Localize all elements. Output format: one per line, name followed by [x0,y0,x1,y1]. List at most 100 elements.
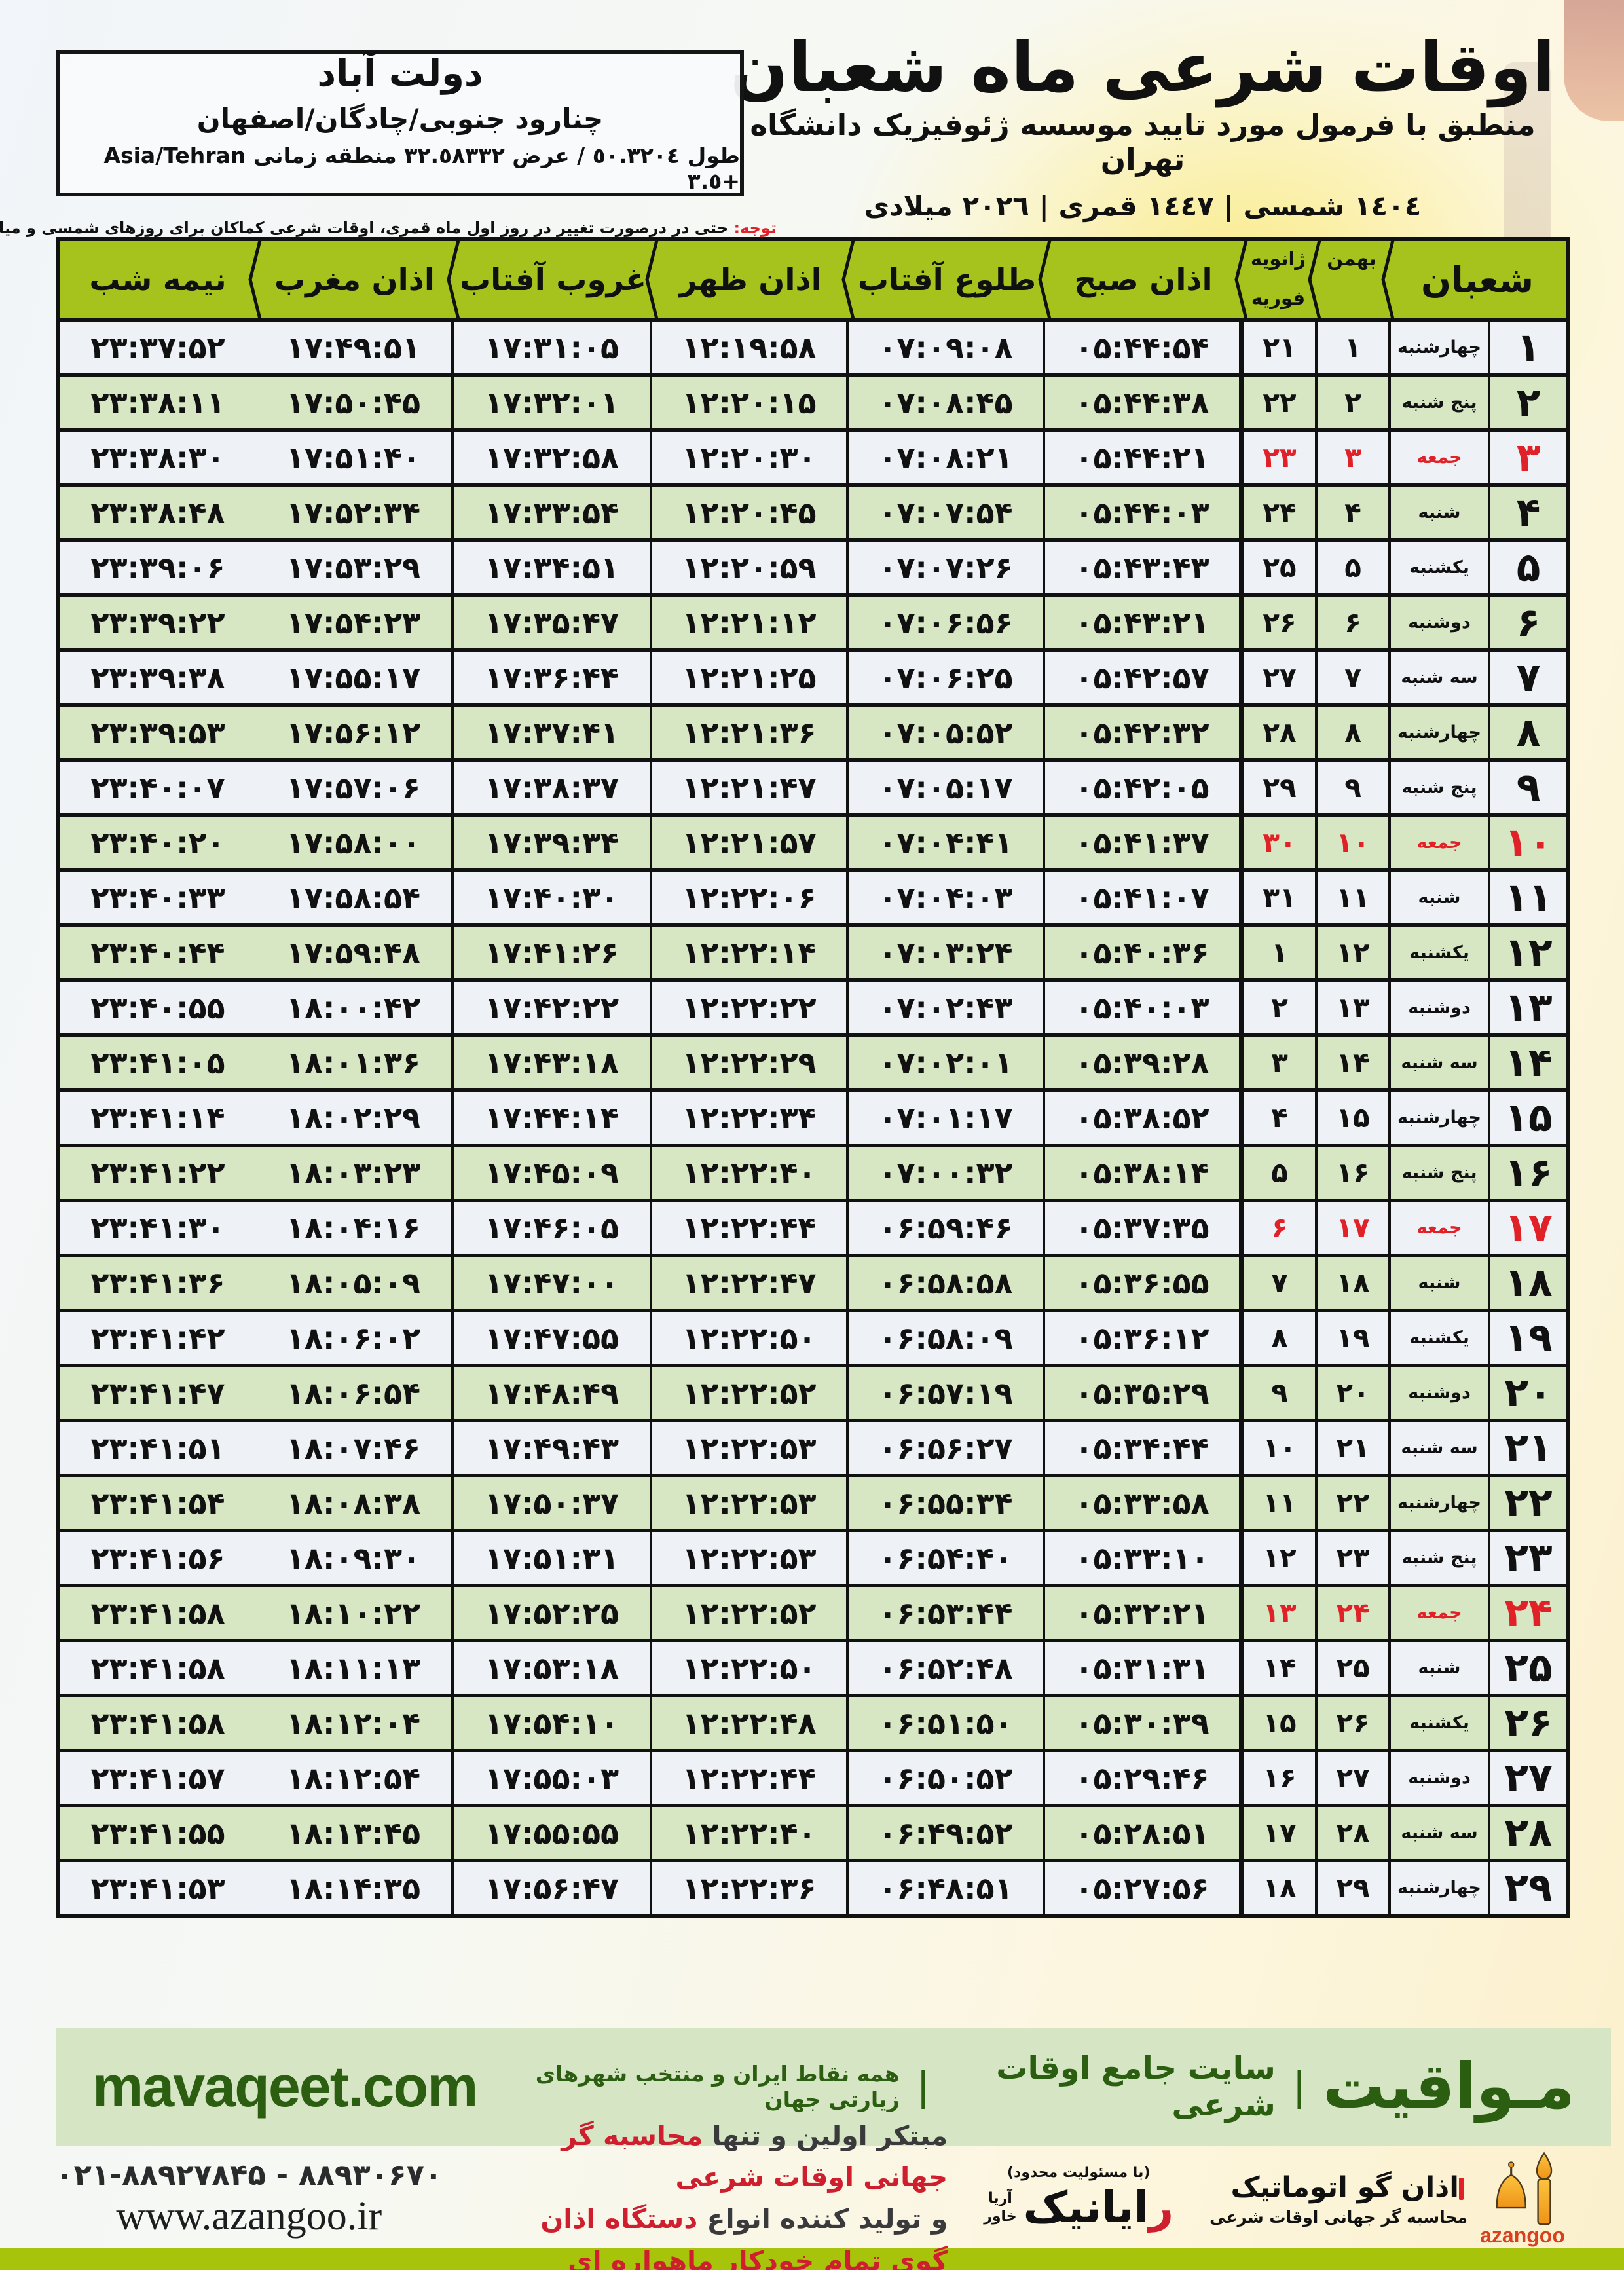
cell-jan-feb-day: ۷ [1242,1257,1315,1309]
publisher-strip: azangoo اذان گو اتوماتیک محاسبه گر جهانی… [0,2120,1624,2270]
cell-sunrise-time: ۰۷:۰۵:۵۲ [849,707,1045,758]
cell-sunrise-time: ۰۷:۰۹:۰۸ [849,322,1045,373]
cell-sunrise-time: ۰۷:۰۳:۲۴ [849,927,1045,978]
table-row: ۸ چهارشنبه ۸ ۲۸ ۰۵:۴۲:۳۲ ۰۷:۰۵:۵۲ ۱۲:۲۱:… [60,703,1566,758]
col-header-shaban-label: شعبان [1421,259,1534,301]
calendar-years: ١٤٠٤ شمسی | ١٤٤٧ قمری | ٢٠٢٦ میلادی [864,190,1422,223]
cell-fajr-time: ۰۵:۴۴:۳۸ [1045,377,1242,428]
cell-shaban-day: ۲۱ [1488,1422,1566,1474]
cell-maghrib-time: ۱۸:۰۲:۲۹ [255,1092,454,1144]
header-divider-icon [840,241,858,318]
cell-maghrib-time: ۱۸:۰۳:۲۳ [255,1147,454,1199]
table-row: ۱۵ چهارشنبه ۱۵ ۴ ۰۵:۳۸:۵۲ ۰۷:۰۱:۱۷ ۱۲:۲۲… [60,1088,1566,1144]
table-row: ۹ پنج شنبه ۹ ۲۹ ۰۵:۴۲:۰۵ ۰۷:۰۵:۱۷ ۱۲:۲۱:… [60,758,1566,813]
cell-sunset-time: ۱۷:۵۵:۰۳ [454,1752,652,1804]
cell-maghrib-time: ۱۸:۰۶:۰۲ [255,1312,454,1364]
cell-sunset-time: ۱۷:۵۰:۳۷ [454,1477,652,1529]
cell-bahman-day: ۱۰ [1315,817,1388,868]
cell-sunset-time: ۱۷:۳۲:۵۸ [454,432,652,483]
cell-weekday: جمعه [1388,1587,1488,1639]
cell-shaban-day: ۶ [1488,597,1566,648]
table-row: ۳ جمعه ۳ ۲۳ ۰۵:۴۴:۲۱ ۰۷:۰۸:۲۱ ۱۲:۲۰:۳۰ ۱… [60,428,1566,483]
cell-weekday: پنج شنبه [1388,1532,1488,1584]
cell-midnight-time: ۲۳:۴۱:۴۲ [90,1320,225,1356]
cell-midnight-time: ۲۳:۳۹:۳۸ [90,660,225,696]
header-divider-icon [1232,241,1251,318]
note-text: حتی در درصورت تغییر در روز اول ماه قمری،… [0,219,729,237]
cell-fajr-time: ۰۵:۴۴:۲۱ [1045,432,1242,483]
cell-jan-feb-day: ۶ [1242,1202,1315,1254]
cell-sunset-time: ۱۷:۳۸:۳۷ [454,762,652,813]
rayanik-initial: ر [1149,2182,1174,2233]
cell-maghrib-time: ۱۸:۱۲:۵۴ [255,1752,454,1804]
cell-fajr-time: ۰۵:۳۱:۳۱ [1045,1642,1242,1694]
cell-midnight-time: ۲۳:۴۱:۵۶ [90,1540,225,1576]
table-row: ۲۳ پنج شنبه ۲۳ ۱۲ ۰۵:۳۳:۱۰ ۰۶:۵۴:۴۰ ۱۲:۲… [60,1529,1566,1584]
cell-shaban-day: ۲۸ [1488,1807,1566,1859]
mavaqeet-link[interactable]: mavaqeet.com [92,2054,478,2119]
cell-jan-feb-day: ۲۶ [1242,597,1315,648]
cell-maghrib-time: ۱۸:۱۰:۲۲ [255,1587,454,1639]
cell-weekday: سه شنبه [1388,652,1488,703]
azangoo-domes: azangoo [1477,2150,1568,2248]
cell-noon-time: ۱۲:۲۱:۴۷ [652,762,849,813]
table-row: ۶ دوشنبه ۶ ۲۶ ۰۵:۴۳:۲۱ ۰۷:۰۶:۵۶ ۱۲:۲۱:۱۲… [60,593,1566,648]
prayer-times-table: شعبان بهمن ژانویه فوریه اذان صبح طلوع آف… [56,237,1570,1918]
cell-fajr-time: ۰۵:۳۳:۵۸ [1045,1477,1242,1529]
col-header-midnight: نیمه شب [60,241,255,318]
cell-sunrise-time: ۰۷:۰۸:۲۱ [849,432,1045,483]
table-row: ۱۶ پنج شنبه ۱۶ ۵ ۰۵:۳۸:۱۴ ۰۷:۰۰:۳۲ ۱۲:۲۲… [60,1144,1566,1199]
cell-jan-feb-day: ۲۵ [1242,542,1315,593]
cell-jan-feb-day: ۱۴ [1242,1642,1315,1694]
page-subtitle: منطبق با فرمول مورد تایید موسسه ژئوفیزیک… [750,107,1536,177]
col-header-maghrib-label: اذان مغرب [274,261,435,298]
cell-sunset-time: ۱۷:۴۲:۲۲ [454,982,652,1033]
cell-sunset-time: ۱۷:۵۳:۱۸ [454,1642,652,1694]
cell-maghrib-time: ۱۷:۴۹:۵۱ [255,322,454,373]
table-row: ۱۲ یکشنبه ۱۲ ۱ ۰۵:۴۰:۳۶ ۰۷:۰۳:۲۴ ۱۲:۲۲:۱… [60,923,1566,978]
col-header-jan-label: ژانویه [1250,248,1306,270]
cell-sunset-time: ۱۷:۵۱:۳۱ [454,1532,652,1584]
table-row: ۱۷ جمعه ۱۷ ۶ ۰۵:۳۷:۳۵ ۰۶:۵۹:۴۶ ۱۲:۲۲:۴۴ … [60,1199,1566,1254]
cell-jan-feb-day: ۱۵ [1242,1697,1315,1749]
cell-shaban-day: ۱۸ [1488,1257,1566,1309]
cell-jan-feb-day: ۲ [1242,982,1315,1033]
cell-fajr-time: ۰۵:۲۸:۵۱ [1045,1807,1242,1859]
cell-sunrise-time: ۰۶:۵۸:۰۹ [849,1312,1045,1364]
cell-weekday: یکشنبه [1388,1312,1488,1364]
cell-sunrise-time: ۰۷:۰۸:۴۵ [849,377,1045,428]
cell-bahman-day: ۹ [1315,762,1388,813]
table-row: ۲۰ دوشنبه ۲۰ ۹ ۰۵:۳۵:۲۹ ۰۶:۵۷:۱۹ ۱۲:۲۲:۵… [60,1364,1566,1419]
cell-maghrib-time: ۱۷:۵۷:۰۶ [255,762,454,813]
cell-maghrib-time: ۱۸:۰۴:۱۶ [255,1202,454,1254]
cell-sunrise-time: ۰۷:۰۴:۴۱ [849,817,1045,868]
cell-fajr-time: ۰۵:۳۸:۱۴ [1045,1147,1242,1199]
rayanik-name: رایانیک [1024,2182,1174,2233]
cell-jan-feb-day: ۲۷ [1242,652,1315,703]
cell-weekday: شنبه [1388,872,1488,923]
cell-noon-time: ۱۲:۲۰:۴۵ [652,487,849,538]
cell-noon-time: ۱۲:۲۲:۰۶ [652,872,849,923]
azangoo-link[interactable]: www.azangoo.ir [116,2194,382,2239]
rayanik-small-2: خاور [984,2208,1017,2225]
cell-sunset-time: ۱۷:۴۱:۲۶ [454,927,652,978]
cell-shaban-day: ۱۰ [1488,817,1566,868]
cell-sunrise-time: ۰۷:۰۰:۳۲ [849,1147,1045,1199]
cell-shaban-day: ۲۰ [1488,1367,1566,1419]
mavaqeet-banner: مـواقیت | سایت جامع اوقات شرعی | همه نقا… [56,2028,1611,2146]
cell-midnight-time: ۲۳:۴۱:۵۵ [90,1815,225,1851]
cell-maghrib-time: ۱۷:۵۰:۴۵ [255,377,454,428]
cell-bahman-day: ۱۸ [1315,1257,1388,1309]
cell-sunrise-time: ۰۶:۴۹:۵۲ [849,1807,1045,1859]
header-divider-icon [445,241,463,318]
cell-sunrise-time: ۰۷:۰۶:۲۵ [849,652,1045,703]
cell-midnight-time: ۲۳:۴۱:۴۷ [90,1375,225,1411]
cell-jan-feb-day: ۲۴ [1242,487,1315,538]
cell-shaban-day: ۲۴ [1488,1587,1566,1639]
promo-2-red: دستگاه اذان گوی تمام خودکار ماهواره ای [540,2203,948,2270]
col-header-sunset-label: غروب آفتاب [459,261,647,298]
cell-maghrib-time: ۱۷:۵۶:۱۲ [255,707,454,758]
cell-fajr-time: ۰۵:۳۵:۲۹ [1045,1367,1242,1419]
cell-shaban-day: ۷ [1488,652,1566,703]
location-region: چنارود جنوبی/چادگان/اصفهان [196,103,604,135]
